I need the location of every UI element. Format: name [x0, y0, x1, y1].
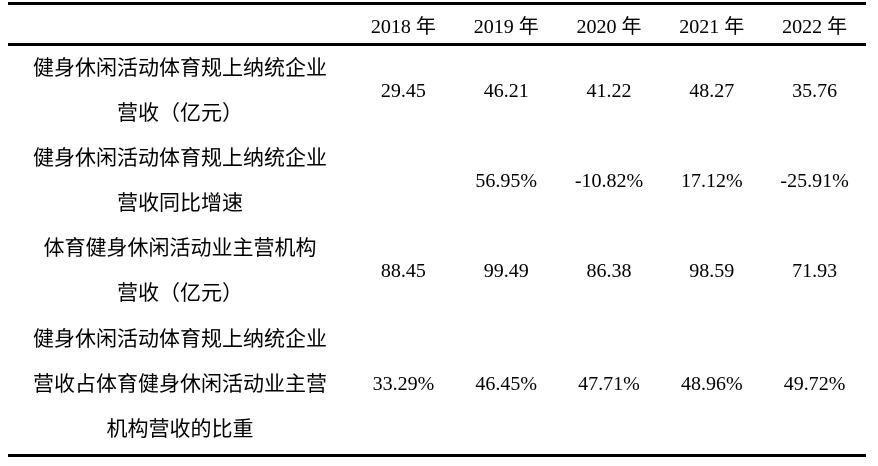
cell-value: -25.91% — [780, 169, 849, 192]
header-row: 2018 年 2019 年 2020 年 2021 年 2022 年 — [8, 3, 866, 46]
row-label-line: 健身休闲活动体育规上纳统企业 — [33, 327, 327, 352]
row-label: 健身休闲活动体育规上纳统企业 营收（亿元） — [8, 45, 352, 137]
cell-value: 46.45% — [475, 373, 538, 396]
header-year-2022: 2022 年 — [763, 3, 866, 46]
row-label-line: 营收同比增速 — [117, 191, 243, 215]
header-year-2021: 2021 年 — [660, 3, 764, 46]
row-label-line: 营收占体育健身休闲活动业主营 — [33, 372, 327, 397]
cell-value: 86.38 — [586, 259, 632, 282]
cell-value: 99.49 — [483, 259, 529, 282]
cell-value: 46.21 — [483, 79, 529, 102]
cell-value: 48.96% — [680, 373, 743, 396]
table-row-org-revenue: 体育健身休闲活动业主营机构 营收（亿元） 88.45 99.49 86.38 9… — [8, 226, 866, 316]
row-label: 体育健身休闲活动业主营机构 营收（亿元） — [8, 226, 352, 316]
table-row-revenue-share: 健身休闲活动体育规上纳统企业 营收占体育健身休闲活动业主营 机构营收的比重 33… — [8, 316, 866, 455]
cell-value: 41.22 — [586, 79, 632, 102]
cell-value: 48.27 — [689, 79, 735, 102]
cell-value: 98.59 — [689, 259, 735, 282]
cell-value: 17.12% — [680, 169, 743, 192]
cell-value: 88.45 — [380, 259, 426, 282]
row-label-line: 营收（亿元） — [117, 101, 243, 125]
row-label-line: 健身休闲活动体育规上纳统企业 — [33, 56, 327, 80]
row-label: 健身休闲活动体育规上纳统企业 营收同比增速 — [8, 136, 352, 226]
cell-value: 49.72% — [783, 373, 846, 396]
header-year-2020: 2020 年 — [557, 3, 661, 46]
statistics-table: 2018 年 2019 年 2020 年 2021 年 2022 年 健身休闲活… — [8, 2, 866, 457]
row-label-line: 健身休闲活动体育规上纳统企业 — [33, 146, 327, 170]
cell-value: 29.45 — [380, 79, 426, 102]
row-label-line: 机构营收的比重 — [106, 417, 254, 442]
cell-value: 47.71% — [578, 373, 640, 396]
cell-value: -10.82% — [574, 169, 644, 192]
header-year-2019: 2019 年 — [454, 3, 558, 46]
header-year-2018: 2018 年 — [352, 3, 455, 46]
table-row-revenue: 健身休闲活动体育规上纳统企业 营收（亿元） 29.45 46.21 41.22 … — [8, 45, 866, 137]
cell-value — [352, 136, 455, 226]
row-label: 健身休闲活动体育规上纳统企业 营收占体育健身休闲活动业主营 机构营收的比重 — [8, 316, 352, 455]
cell-value: 35.76 — [792, 79, 838, 102]
row-label-line: 营收（亿元） — [117, 281, 243, 305]
row-label-line: 体育健身休闲活动业主营机构 — [43, 236, 317, 260]
cell-value: 56.95% — [475, 169, 538, 192]
table-row-growth-rate: 健身休闲活动体育规上纳统企业 营收同比增速 56.95% -10.82% 17.… — [8, 136, 866, 226]
header-empty-cell — [8, 3, 352, 46]
cell-value: 71.93 — [792, 259, 838, 282]
cell-value: 33.29% — [372, 373, 435, 396]
